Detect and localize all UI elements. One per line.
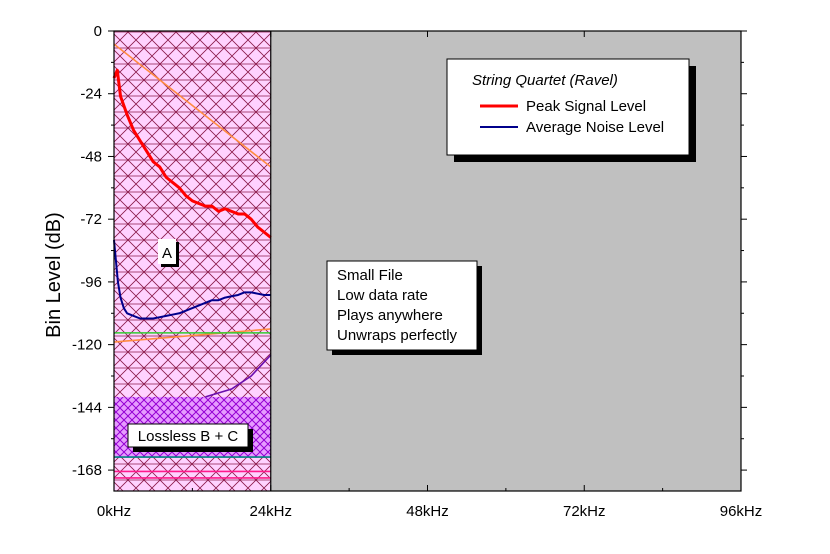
y-tick-label: -72 (80, 211, 102, 228)
x-tick-label: 24kHz (249, 503, 292, 520)
series-line-noise (113, 239, 271, 320)
annotation-a-box (158, 239, 176, 264)
reference-line (205, 354, 272, 398)
x-tick-label: 48kHz (406, 503, 449, 520)
series-lines (112, 68, 272, 320)
annotation-features-line: Unwraps perfectly (337, 327, 458, 344)
x-tick-label: 96kHz (720, 503, 763, 520)
y-tick-label: -168 (72, 462, 102, 479)
legend-entry-peak: Peak Signal Level (526, 98, 646, 115)
reference-line (113, 328, 271, 343)
annotation-lossless-box (127, 423, 249, 448)
annotation-features-box (326, 260, 478, 351)
series-line-peak (112, 68, 272, 239)
y-axis-title: Bin Level (dB) (43, 212, 65, 338)
annotation-features-line: Plays anywhere (337, 307, 443, 324)
y-tick-label: -96 (80, 274, 102, 291)
annotation-lossless-label: Lossless B + C (138, 428, 239, 445)
x-tick-label: 72kHz (563, 503, 606, 520)
y-tick-label: -48 (80, 148, 102, 165)
y-axis: 0 -24 -48 -72 -96 -120 -144 -168 (72, 23, 747, 479)
legend: String Quartet (Ravel) Peak Signal Level… (446, 58, 696, 162)
annotation-features: Small File Low data rate Plays anywhere … (326, 260, 482, 355)
legend-title: String Quartet (Ravel) (472, 72, 618, 89)
annotation-lossless: Lossless B + C (127, 423, 253, 452)
annotation-a: A (158, 239, 179, 267)
annotation-a-label: A (162, 245, 172, 262)
y-tick-label: 0 (94, 23, 102, 40)
x-axis: 0kHz 24kHz 48kHz 72kHz 96kHz (97, 31, 762, 520)
y-tick-label: -120 (72, 337, 102, 354)
annotation-features-line: Low data rate (337, 287, 428, 304)
annotation-features-line: Small File (337, 267, 403, 284)
reference-lines (113, 43, 272, 479)
reference-line (113, 43, 272, 168)
x-tick-label: 0kHz (97, 503, 131, 520)
y-tick-label: -144 (72, 399, 102, 416)
y-tick-label: -24 (80, 86, 102, 103)
legend-entry-noise: Average Noise Level (526, 119, 664, 136)
